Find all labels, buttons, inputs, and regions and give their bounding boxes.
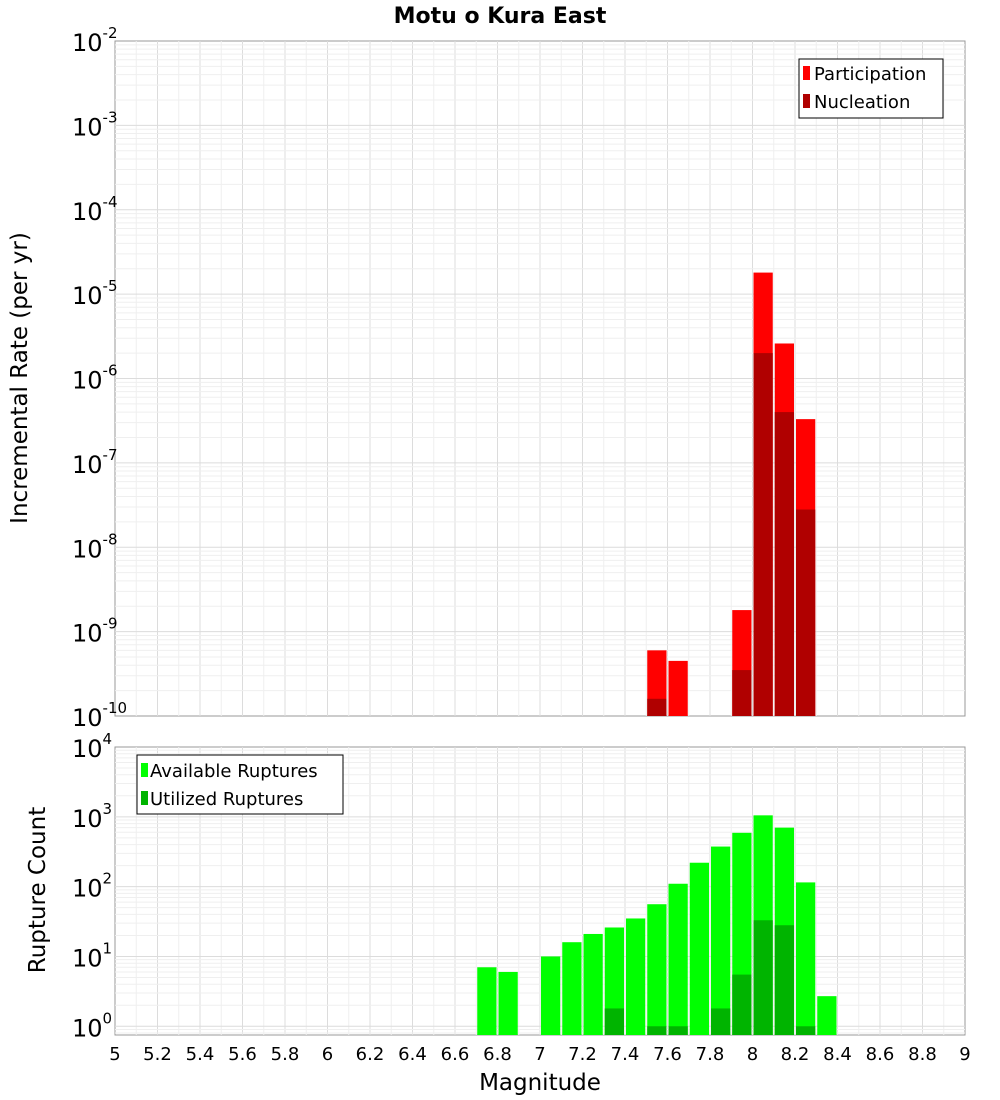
participation-legend-label: Participation xyxy=(814,64,926,85)
x-tick-label: 8.4 xyxy=(823,1044,852,1065)
utilized-ruptures-bar xyxy=(796,1026,816,1035)
available-legend-label: Available Ruptures xyxy=(150,761,318,782)
available-ruptures-bar xyxy=(796,882,816,1035)
nucleation-bar xyxy=(732,670,752,716)
x-tick-label: 5.8 xyxy=(271,1044,300,1065)
x-tick-label: 7.6 xyxy=(653,1044,682,1065)
available-ruptures-bar xyxy=(562,942,582,1035)
utilized-ruptures-bar xyxy=(753,920,773,1035)
count-y-tick-label: 101 xyxy=(72,939,112,972)
available-ruptures-bar xyxy=(668,883,688,1035)
count-y-tick-label: 104 xyxy=(72,730,112,763)
nucleation-bar xyxy=(647,698,667,716)
rate-y-tick-label: 10-7 xyxy=(72,446,118,479)
nucleation-legend-label: Nucleation xyxy=(814,92,910,113)
nucleation-bar xyxy=(753,353,773,716)
available-ruptures-bar xyxy=(817,996,837,1035)
x-axis-label: Magnitude xyxy=(479,1070,601,1096)
utilized-legend-label: Utilized Ruptures xyxy=(150,789,303,810)
rate-legend-box xyxy=(798,58,944,119)
count-y-tick-label: 102 xyxy=(72,870,112,903)
count-y-tick-label: 103 xyxy=(72,800,112,833)
x-tick-label: 6 xyxy=(322,1044,333,1065)
available-ruptures-bar xyxy=(477,967,497,1035)
x-tick-label: 6.4 xyxy=(398,1044,427,1065)
x-tick-label: 8.2 xyxy=(781,1044,810,1065)
rate-y-tick-label: 10-3 xyxy=(72,108,118,141)
available-ruptures-bar xyxy=(498,971,518,1035)
rate-y-tick-label: 10-9 xyxy=(72,615,118,648)
available-ruptures-bar xyxy=(647,904,667,1035)
x-tick-label: 5.2 xyxy=(143,1044,172,1065)
rate-legend: Participation Nucleation xyxy=(798,58,944,119)
available-ruptures-bar xyxy=(583,933,603,1035)
rate-panel: 10-10 10-9 10-8 10-7 10-6 10-5 10-4 10-3 10-2 xyxy=(72,24,966,732)
nucleation-bar xyxy=(774,412,794,716)
available-ruptures-bar xyxy=(711,846,731,1035)
x-tick-labels: 5 5.2 5.4 5.6 5.8 6 6.2 6.4 6.6 6.8 7 7.2 7.4 7.6 7.8 8… xyxy=(109,1044,970,1065)
utilized-ruptures-bar xyxy=(711,1008,731,1035)
available-ruptures-bar xyxy=(626,918,646,1035)
available-ruptures-bar xyxy=(689,862,709,1035)
count-y-tick-label: 100 xyxy=(72,1009,112,1042)
chart-title: Motu o Kura East xyxy=(394,4,607,29)
count-legend-box xyxy=(136,754,344,815)
x-tick-label: 6.8 xyxy=(483,1044,512,1065)
rate-y-tick-label: 10-2 xyxy=(72,24,118,57)
rate-y-tick-label: 10-8 xyxy=(72,530,118,563)
x-tick-label: 6.6 xyxy=(441,1044,470,1065)
x-tick-label: 8 xyxy=(747,1044,758,1065)
rate-y-tick-label: 10-10 xyxy=(72,699,127,732)
utilized-ruptures-bar xyxy=(647,1026,667,1035)
count-legend: Available Ruptures Utilized Ruptures xyxy=(136,754,344,815)
count-panel: 100 101 102 103 104 xyxy=(72,730,966,1042)
x-tick-label: 7.8 xyxy=(696,1044,725,1065)
rate-y-tick-label: 10-5 xyxy=(72,277,118,310)
utilized-ruptures-bar xyxy=(604,1008,624,1035)
utilized-ruptures-bar xyxy=(774,925,794,1035)
available-ruptures-bar xyxy=(541,956,561,1035)
x-tick-label: 5 xyxy=(109,1044,120,1065)
available-ruptures-bar xyxy=(604,927,624,1035)
participation-bar xyxy=(668,660,688,716)
x-tick-label: 8.8 xyxy=(908,1044,937,1065)
utilized-legend-swatch xyxy=(141,791,148,805)
x-tick-label: 7 xyxy=(534,1044,545,1065)
utilized-ruptures-bar xyxy=(668,1026,688,1035)
x-tick-label: 6.2 xyxy=(356,1044,385,1065)
x-tick-label: 9 xyxy=(959,1044,970,1065)
rate-y-tick-label: 10-6 xyxy=(72,362,118,395)
x-tick-label: 7.4 xyxy=(611,1044,640,1065)
nucleation-legend-swatch xyxy=(803,94,810,108)
participation-legend-swatch xyxy=(803,66,810,80)
nucleation-bar xyxy=(796,509,816,716)
x-tick-label: 5.6 xyxy=(228,1044,257,1065)
utilized-ruptures-bar xyxy=(732,974,752,1035)
rate-y-tick-label: 10-4 xyxy=(72,193,118,226)
x-tick-label: 5.4 xyxy=(186,1044,215,1065)
x-tick-label: 8.6 xyxy=(866,1044,895,1065)
x-tick-label: 7.2 xyxy=(568,1044,597,1065)
bottom-y-axis-label: Rupture Count xyxy=(25,807,51,973)
available-legend-swatch xyxy=(141,763,148,777)
top-y-axis-label: Incremental Rate (per yr) xyxy=(7,232,33,524)
